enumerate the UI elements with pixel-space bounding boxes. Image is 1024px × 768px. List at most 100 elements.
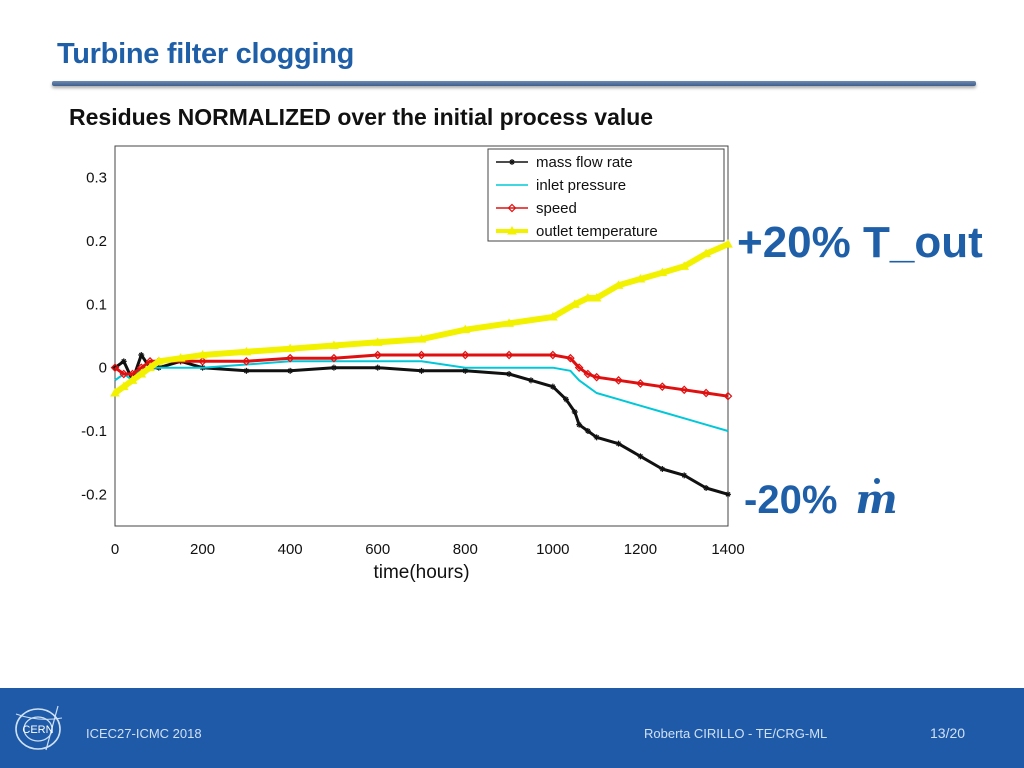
data-point [659, 466, 666, 472]
x-axis-label: time(hours) [373, 562, 469, 583]
data-point [136, 368, 147, 378]
data-point [583, 369, 593, 379]
data-point [507, 225, 517, 235]
series-outlet-temperature [110, 239, 733, 397]
data-point [657, 267, 668, 277]
data-point [460, 324, 471, 334]
data-point [120, 358, 127, 365]
legend-label: outlet temperature [536, 223, 658, 240]
slide-subtitle: Residues NORMALIZED over the initial pro… [69, 104, 654, 130]
x-tick-label: 1200 [624, 541, 657, 558]
y-tick-label: 0.2 [86, 233, 107, 250]
temperature-increase-annotation: +20% T_out [737, 218, 983, 267]
x-tick-label: 400 [278, 541, 303, 558]
page-number: 13/20 [930, 725, 966, 741]
title-divider [52, 81, 976, 86]
data-point [584, 428, 591, 434]
data-point [197, 349, 208, 359]
data-point [574, 363, 584, 373]
data-point [636, 379, 645, 388]
data-point [569, 299, 580, 308]
data-point [242, 356, 251, 366]
data-point [701, 248, 711, 258]
data-point [460, 350, 470, 360]
data-point [615, 440, 622, 447]
legend-box [487, 148, 725, 242]
data-point [418, 367, 425, 374]
footer-author: Roberta CIRILLO - TE/CRG-ML [644, 726, 828, 741]
massflow-decrease-annotation: -20% m [744, 476, 898, 523]
y-tick-label: 0.1 [86, 296, 107, 313]
data-point [657, 382, 667, 392]
x-tick-label: 1000 [536, 541, 569, 558]
data-point [285, 343, 296, 353]
data-point [592, 372, 601, 382]
data-point [127, 375, 138, 384]
data-point [329, 340, 339, 349]
y-tick-label: -0.1 [81, 423, 107, 440]
data-point [571, 409, 578, 415]
cern-logo-icon: CERN [15, 705, 63, 751]
data-point [549, 383, 556, 390]
data-point [112, 364, 118, 371]
data-point [241, 346, 252, 356]
series-layer [110, 239, 733, 498]
series-line [114, 353, 729, 398]
data-point [613, 280, 624, 289]
logo-text: CERN [22, 724, 53, 736]
data-point [372, 337, 383, 346]
data-point [118, 381, 129, 391]
series-speed [110, 350, 733, 401]
data-point [110, 363, 120, 373]
x-tick-label: 1400 [711, 541, 744, 558]
data-point [723, 239, 733, 248]
data-point [416, 334, 427, 343]
data-point [583, 292, 593, 302]
data-point [703, 485, 710, 491]
data-point [504, 318, 514, 327]
data-point [507, 203, 517, 213]
legend-label: inlet pressure [536, 177, 626, 194]
data-point [373, 350, 383, 360]
data-point [679, 261, 690, 270]
data-point [566, 353, 575, 363]
data-point [329, 353, 339, 363]
legend-label: speed [536, 200, 577, 217]
data-point [509, 159, 515, 165]
data-point [637, 453, 644, 460]
data-point [562, 396, 569, 403]
data-point [504, 350, 514, 360]
y-tick-label: 0.3 [86, 170, 107, 187]
decrease-percent: -20% [744, 478, 838, 522]
data-point [723, 391, 733, 401]
data-point [417, 350, 426, 360]
data-point [153, 356, 164, 365]
data-point [548, 350, 558, 360]
legend-label: mass flow rate [536, 154, 633, 171]
data-point [198, 356, 207, 366]
x-tick-label: 600 [365, 541, 390, 558]
y-tick-label: 0 [99, 360, 107, 377]
data-point [175, 353, 186, 362]
data-point [285, 353, 295, 363]
data-point [243, 367, 250, 374]
data-point [576, 421, 583, 428]
data-point [374, 364, 381, 371]
x-tick-label: 0 [111, 541, 119, 558]
mass-flow-symbol: m [855, 476, 898, 523]
slide-title: Turbine filter clogging [57, 38, 355, 70]
data-point [635, 273, 646, 283]
data-point [591, 292, 602, 302]
data-point [681, 472, 688, 479]
data-point [330, 364, 337, 371]
data-point [506, 371, 513, 377]
x-tick-label: 200 [190, 541, 215, 558]
data-point [145, 362, 155, 372]
data-point [110, 387, 120, 397]
data-point [119, 369, 129, 379]
data-point [527, 377, 534, 384]
data-point [679, 385, 689, 395]
data-point [725, 491, 731, 498]
data-point [547, 311, 558, 321]
data-point [462, 367, 469, 374]
